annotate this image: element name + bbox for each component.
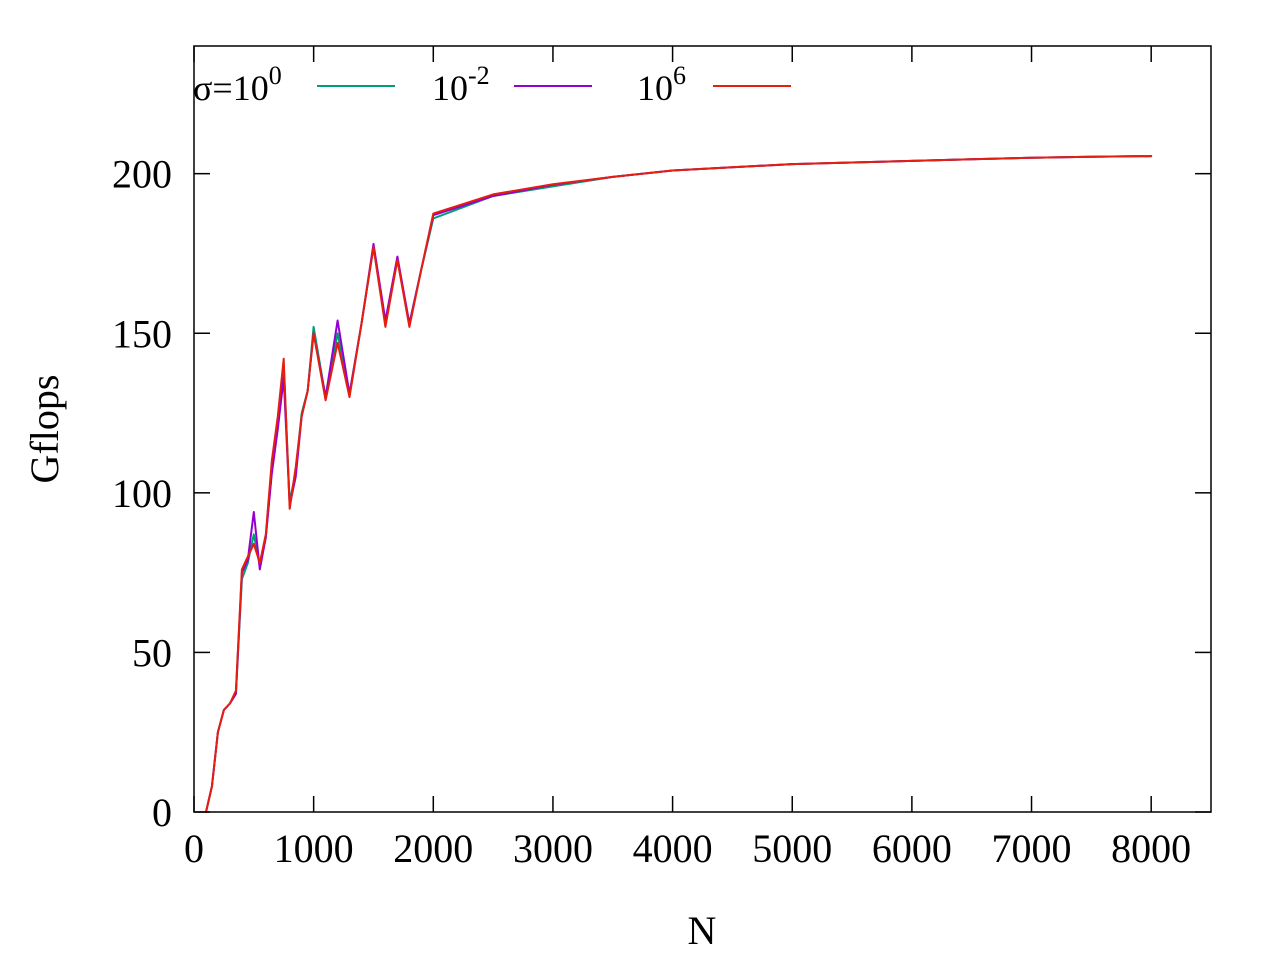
y-tick-label: 150 <box>112 311 172 356</box>
x-tick-label: 5000 <box>752 826 832 871</box>
legend-exponent: 6 <box>673 61 686 90</box>
x-tick-label: 8000 <box>1111 826 1191 871</box>
legend-base: 10 <box>233 68 269 108</box>
y-tick-label: 200 <box>112 152 172 197</box>
legend-exponent: 0 <box>269 61 282 90</box>
legend-entry-label: 10-2 <box>432 61 490 108</box>
axis-ticks <box>193 46 1211 813</box>
x-tick-label: 0 <box>184 826 204 871</box>
x-tick-label: 4000 <box>633 826 713 871</box>
y-tick-labels: 0 50 100 150 200 <box>112 152 172 835</box>
series-line-2 <box>205 155 1153 813</box>
y-tick-label: 100 <box>112 471 172 516</box>
legend: σ=100 10-2 106 <box>193 61 791 108</box>
x-tick-label: 6000 <box>872 826 952 871</box>
series-line-0 <box>205 155 1153 813</box>
plot-frame <box>193 45 1212 813</box>
legend-exponent: -2 <box>468 61 490 90</box>
legend-entry-label: 106 <box>637 61 686 108</box>
x-tick-label: 3000 <box>513 826 593 871</box>
legend-base: 10 <box>637 68 673 108</box>
series-line-1 <box>205 155 1153 813</box>
y-axis-label: Gflops <box>22 375 67 484</box>
y-tick-label: 50 <box>132 630 172 675</box>
legend-base: 10 <box>432 68 468 108</box>
legend-prefix: σ= <box>193 68 233 108</box>
series-lines <box>205 155 1153 813</box>
x-axis-label: N <box>688 908 717 953</box>
x-tick-label: 7000 <box>992 826 1072 871</box>
y-tick-label: 0 <box>152 790 172 835</box>
x-tick-label: 2000 <box>393 826 473 871</box>
x-tick-labels: 0 1000 2000 3000 4000 5000 6000 7000 8000 <box>184 826 1191 871</box>
x-tick-label: 1000 <box>274 826 354 871</box>
legend-entry-label: σ=100 <box>193 61 282 108</box>
